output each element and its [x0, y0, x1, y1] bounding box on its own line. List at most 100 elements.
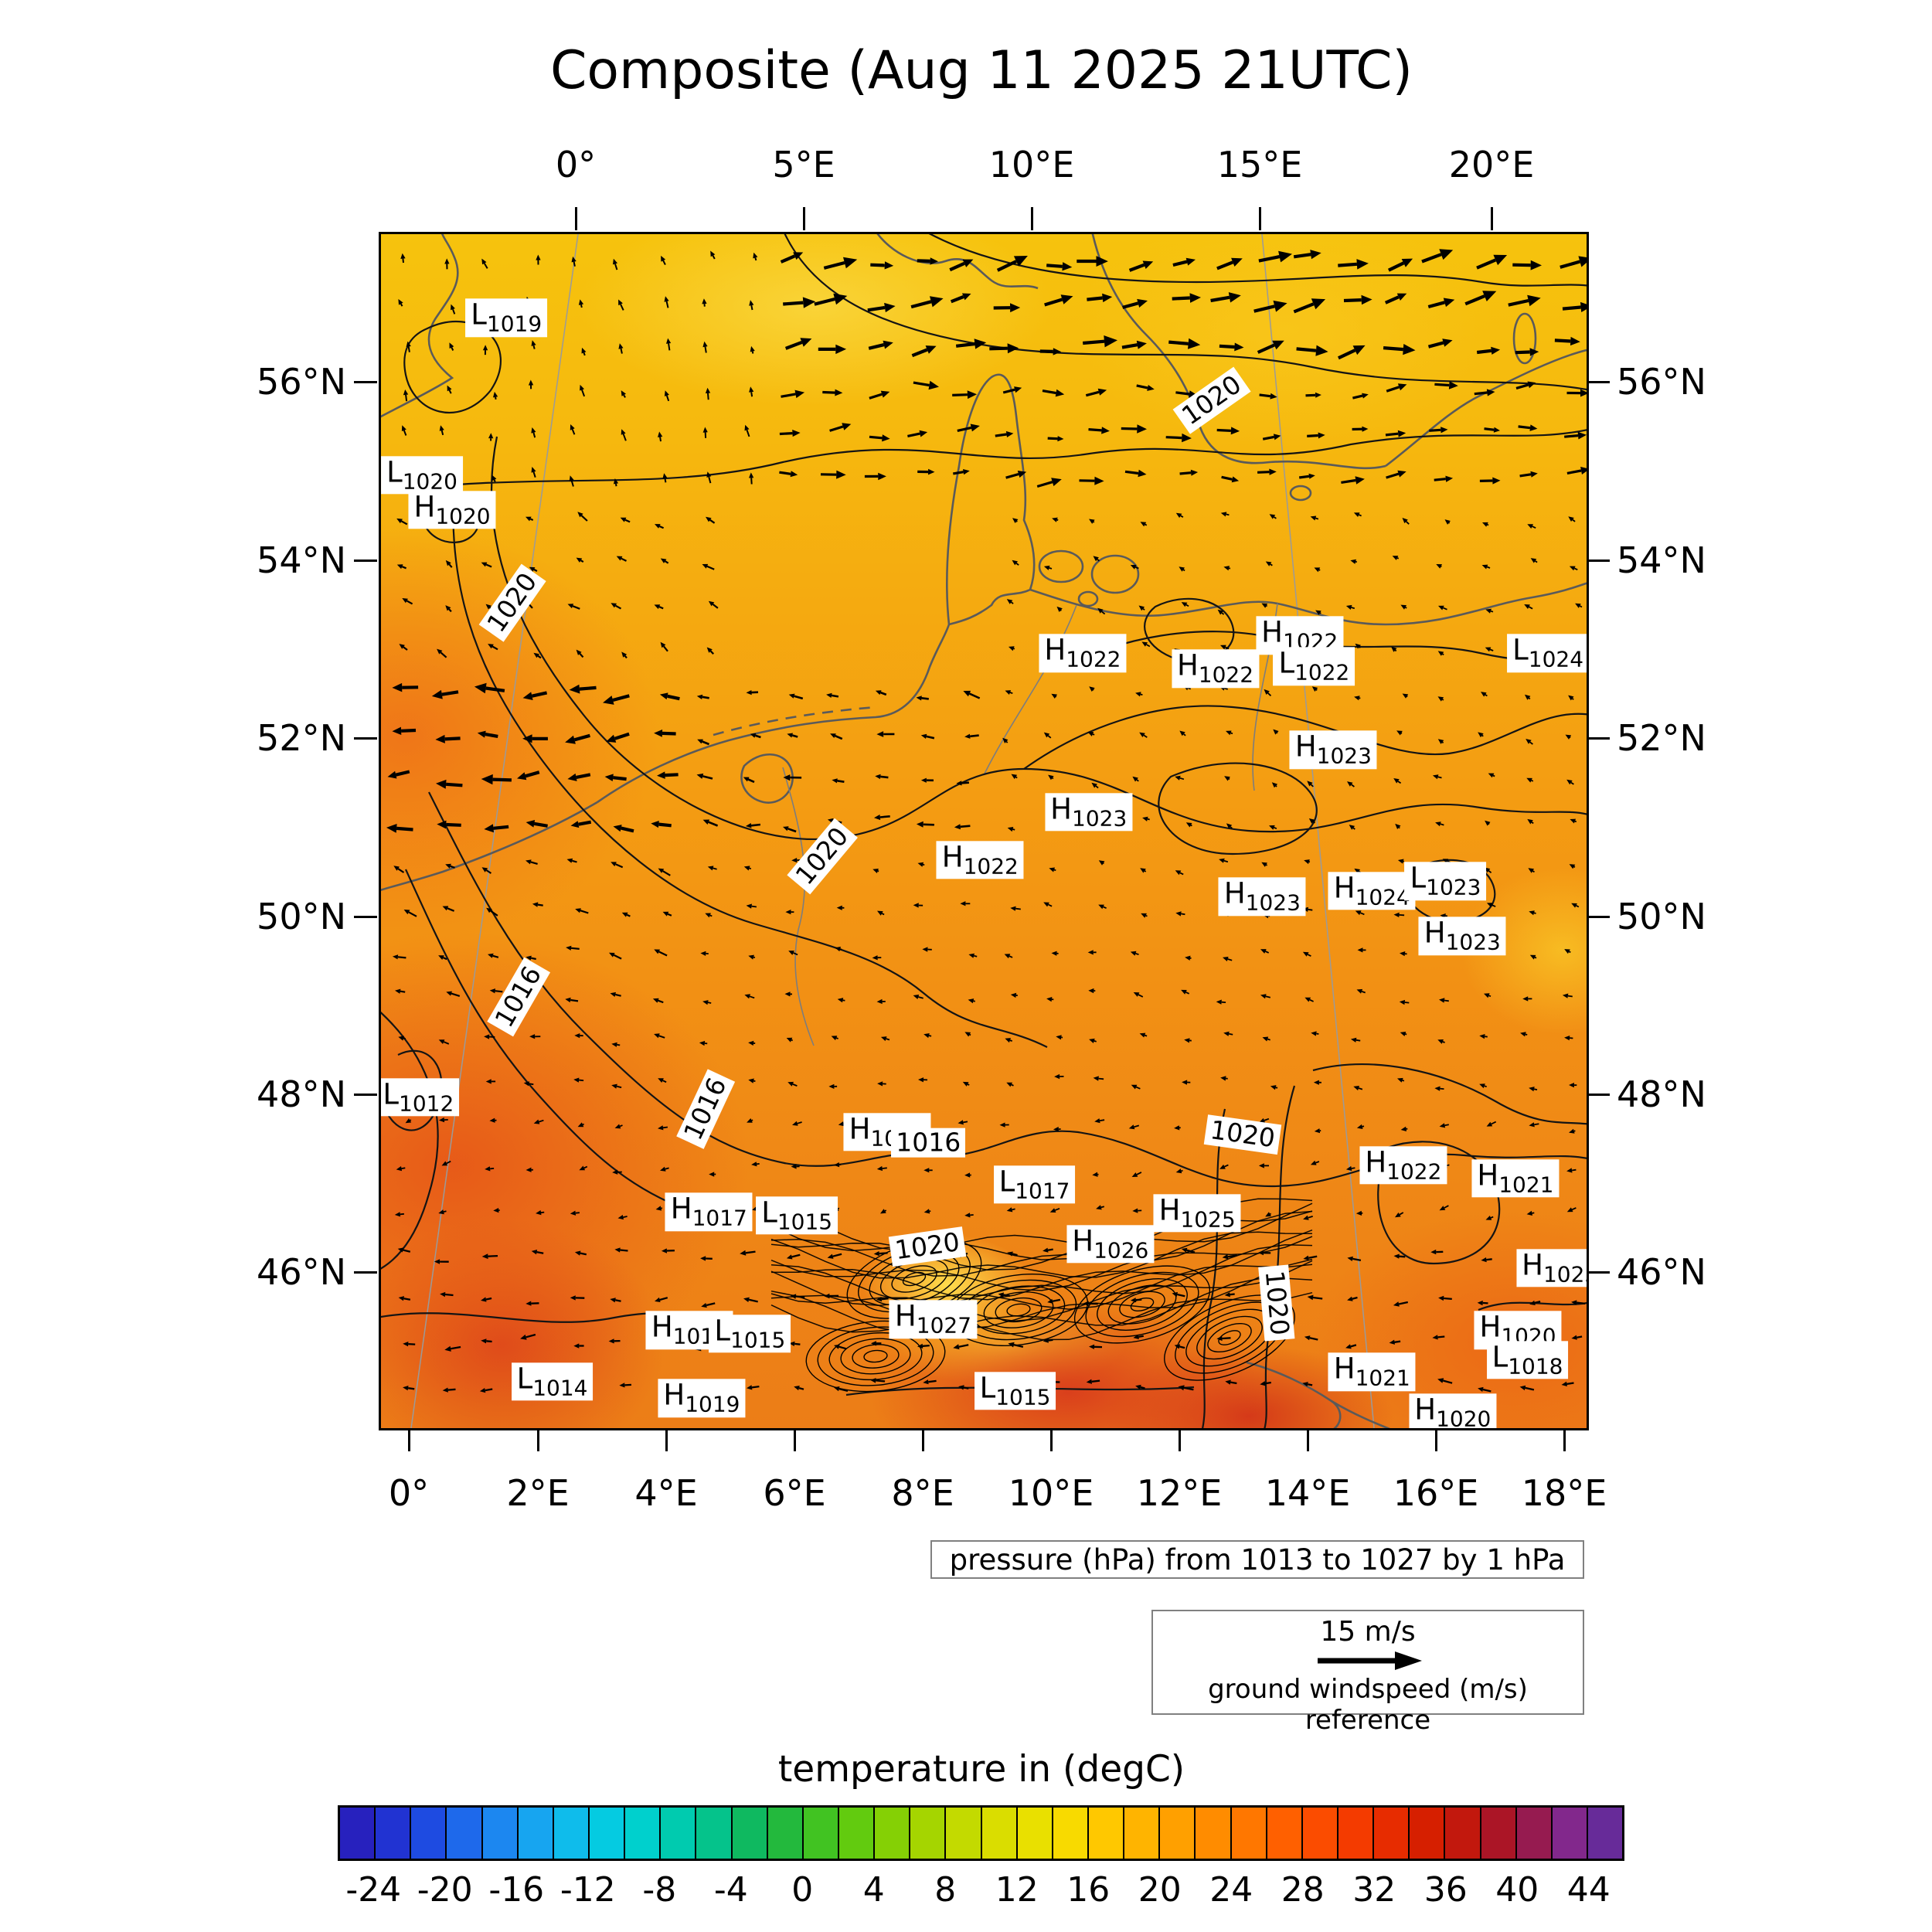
colorbar-tick-label: 24 — [1209, 1870, 1253, 1910]
colorbar-tick-label: -8 — [642, 1870, 677, 1910]
pressure-center-label: H1021 — [1328, 1352, 1416, 1392]
axis-tick-bottom — [1049, 1428, 1053, 1451]
pressure-center-letter: H — [1294, 730, 1317, 764]
pressure-center-label: H1020 — [408, 491, 496, 529]
axis-tick-label-right: 52°N — [1617, 717, 1706, 759]
pressure-center-label: L1022 — [1273, 647, 1355, 685]
colorbar-segment — [1516, 1808, 1553, 1859]
pressure-center-value: 1017 — [692, 1205, 747, 1231]
axis-tick-left — [354, 380, 377, 383]
colorbar-segment — [661, 1808, 697, 1859]
colorbar-segment — [1302, 1808, 1338, 1859]
pressure-center-label: H1021 — [1471, 1159, 1560, 1198]
pressure-center-label: H1022 — [1359, 1146, 1447, 1185]
pressure-center-value: 1023 — [1426, 874, 1481, 900]
pressure-center-value: 1023 — [1072, 805, 1128, 832]
colorbar-segment — [625, 1808, 662, 1859]
axis-tick-label-right: 54°N — [1617, 539, 1706, 581]
colorbar-segment — [1374, 1808, 1410, 1859]
pressure-center-label: L1015 — [709, 1315, 791, 1353]
pressure-center-letter: H — [1044, 633, 1066, 667]
colorbar-segment — [1445, 1808, 1481, 1859]
colorbar-segment — [838, 1808, 876, 1859]
axis-tick-bottom — [793, 1428, 796, 1451]
colorbar-segment — [411, 1808, 447, 1859]
terrain-contours — [770, 1198, 1313, 1393]
colorbar-segment — [1338, 1808, 1375, 1859]
pressure-center-value: 1022 — [963, 852, 1019, 879]
pressure-center-label: L1012 — [381, 1078, 460, 1117]
colorbar-tick-label: 44 — [1566, 1870, 1611, 1910]
axis-tick-label-left: 48°N — [257, 1073, 346, 1115]
pressure-center-letter: H — [1223, 876, 1246, 910]
pressure-center-letter: H — [894, 1299, 917, 1333]
pressure-center-letter: H — [1333, 1352, 1355, 1386]
pressure-center-value: 1022 — [1386, 1158, 1442, 1185]
colorbar-tick-label: 8 — [934, 1870, 957, 1910]
map-canvas — [381, 234, 1587, 1428]
pressure-center-value: 1019 — [685, 1391, 740, 1417]
axis-tick-left — [354, 1270, 377, 1274]
axis-tick-label-top: 15°E — [1216, 144, 1303, 185]
colorbar-tick-label: 40 — [1495, 1870, 1539, 1910]
pressure-center-value: 1014 — [532, 1375, 588, 1401]
pressure-center-letter: L — [1492, 1340, 1509, 1374]
pressure-center-letter: H — [849, 1112, 871, 1146]
colorbar-segment — [696, 1808, 733, 1859]
pressure-center-letter: H — [1414, 1393, 1437, 1427]
axis-tick-right — [1587, 559, 1610, 562]
colorbar-tick-label: -12 — [560, 1870, 616, 1910]
pressure-center-label: L1015 — [974, 1372, 1056, 1410]
axis-tick-label-bottom: 8°E — [891, 1472, 954, 1514]
colorbar-title: temperature in (degC) — [777, 1748, 1185, 1791]
colorbar-segment — [946, 1808, 982, 1859]
colorbar-segment — [1552, 1808, 1588, 1859]
colorbar-tick-label: 28 — [1281, 1870, 1325, 1910]
pressure-center-value: 1021 — [1355, 1365, 1410, 1391]
colorbar-tick-label: 0 — [791, 1870, 814, 1910]
pressure-center-label: H1023 — [1218, 876, 1306, 917]
pressure-center-label: L1017 — [993, 1165, 1076, 1204]
axis-tick-label-top: 20°E — [1448, 144, 1535, 185]
contour-inline-label: 1020 — [1204, 1114, 1282, 1155]
pressure-center-letter: H — [1261, 615, 1283, 649]
contour-inline-label: 1020 — [888, 1226, 966, 1267]
pressure-center-label: H1017 — [665, 1192, 753, 1232]
pressure-center-value: 1015 — [777, 1209, 833, 1235]
colorbar-tick-labels: -24 -20 -16 -12 -8 -4 0 4 8 12 16 20 24 28 32 36 40 44 — [338, 1870, 1624, 1917]
pressure-center-letter: H — [651, 1310, 673, 1344]
pressure-center-value: 1012 — [399, 1090, 454, 1117]
axis-tick-right — [1587, 1093, 1610, 1096]
pressure-center-label: L1020 — [381, 456, 463, 495]
axis-tick-right — [1587, 380, 1610, 383]
pressure-center-value: 1022 — [1066, 646, 1121, 672]
colorbar-segment — [767, 1808, 804, 1859]
pressure-center-value: 1018 — [1508, 1353, 1563, 1379]
colorbar-segment — [1587, 1808, 1623, 1859]
colorbar-segment — [1267, 1808, 1303, 1859]
pressure-center-letter: L — [761, 1196, 777, 1230]
pressure-center-label: L1024 — [1507, 634, 1587, 672]
pressure-center-letter: H — [941, 839, 964, 873]
colorbar-tick-label: -24 — [345, 1870, 402, 1910]
colorbar-segment — [447, 1808, 483, 1859]
axis-tick-top — [1258, 207, 1261, 230]
pressure-center-value: 1019 — [486, 311, 543, 337]
axis-tick-bottom — [1178, 1428, 1181, 1451]
axis-tick-label-left: 56°N — [257, 361, 346, 403]
pressure-center-label: H1023 — [1289, 730, 1377, 770]
map-frame: L1019 L1020 H1020 H1022 H1022 H1022 L1022 L1024… — [379, 232, 1589, 1430]
pressure-center-value: 1026 — [1094, 1237, 1149, 1264]
contour-inline-label: 1020 — [478, 563, 546, 642]
pressure-center-value: 1020 — [1436, 1406, 1492, 1430]
axis-tick-label-left: 50°N — [257, 896, 346, 937]
axis-tick-label-right: 50°N — [1617, 896, 1706, 937]
axis-tick-label-top: 10°E — [988, 144, 1075, 185]
pressure-center-label: H1024 — [1328, 872, 1416, 910]
pressure-center-label: H1019 — [658, 1379, 746, 1418]
axis-tick-label-bottom: 2°E — [506, 1472, 570, 1514]
axis-tick-bottom — [536, 1428, 539, 1451]
wind-reference-box: 15 m/s ground windspeed (m/s) reference — [1151, 1610, 1584, 1736]
pressure-center-label: H1025 — [1153, 1194, 1241, 1233]
pressure-center-value: 1020 — [435, 503, 491, 529]
